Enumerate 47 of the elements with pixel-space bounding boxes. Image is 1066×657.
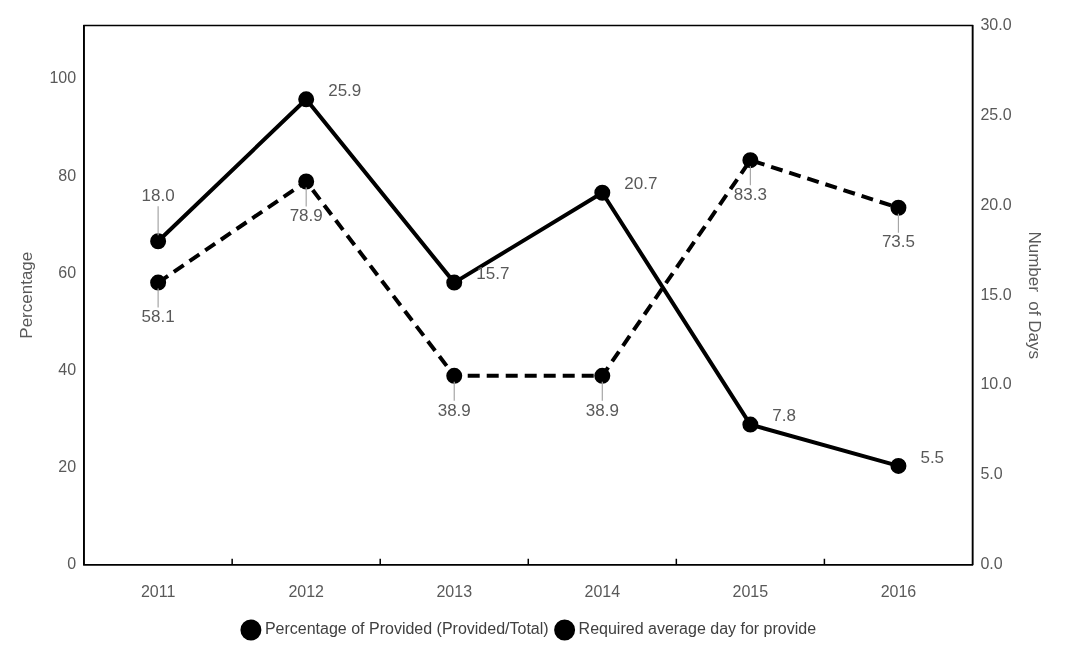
y2-axis-title: Number of Days: [1025, 231, 1045, 359]
data-label: 58.1: [141, 307, 175, 327]
point: [446, 274, 463, 291]
y-tick-label: 60: [58, 263, 77, 281]
y-tick-label: 100: [49, 69, 77, 87]
y2-tick-label: 0.0: [980, 555, 1003, 573]
x-tick-label: 2014: [584, 582, 621, 600]
data-label: 7.8: [772, 406, 797, 426]
point: [298, 173, 315, 190]
data-label: 18.0: [141, 185, 175, 205]
point: [890, 457, 907, 474]
data-label: 38.9: [585, 400, 619, 420]
y-tick-label: 80: [58, 166, 77, 184]
y2-tick-label: 25.0: [980, 105, 1012, 123]
data-label: 38.9: [437, 400, 471, 420]
data-label: 15.7: [476, 264, 510, 284]
point: [594, 184, 611, 201]
data-label: 25.9: [328, 80, 362, 100]
x-tick-label: 2016: [880, 582, 917, 600]
point: [150, 233, 167, 250]
y-tick-label: 40: [58, 360, 77, 378]
y2-tick-label: 5.0: [980, 465, 1003, 483]
legend-label: Required average day for provide: [578, 620, 817, 638]
y-tick-label: 0: [67, 555, 77, 573]
point: [742, 152, 759, 169]
point: [150, 274, 167, 291]
data-label: 73.5: [881, 232, 915, 252]
x-tick-label: 2011: [140, 582, 176, 600]
data-label: 78.9: [289, 206, 323, 226]
data-label: 83.3: [733, 184, 767, 204]
legend-label: Percentage of Provided (Provided/Total): [264, 620, 549, 638]
y2-tick-label: 10.0: [980, 375, 1012, 393]
y2-tick-label: 15.0: [980, 285, 1012, 303]
y2-tick-label: 20.0: [980, 195, 1012, 213]
x-tick-label: 2015: [732, 582, 769, 600]
y-tick-label: 20: [58, 458, 77, 476]
y-axis-title: Percentage: [16, 251, 36, 339]
data-label: 20.7: [624, 174, 658, 194]
point: [742, 416, 759, 433]
data-label: 5.5: [920, 447, 945, 467]
point: [594, 367, 611, 384]
y2-tick-label: 30.0: [980, 16, 1012, 34]
point: [446, 367, 463, 384]
point: [890, 199, 907, 216]
point: [298, 91, 315, 108]
x-tick-label: 2013: [436, 582, 473, 600]
x-tick-label: 2012: [288, 582, 325, 600]
